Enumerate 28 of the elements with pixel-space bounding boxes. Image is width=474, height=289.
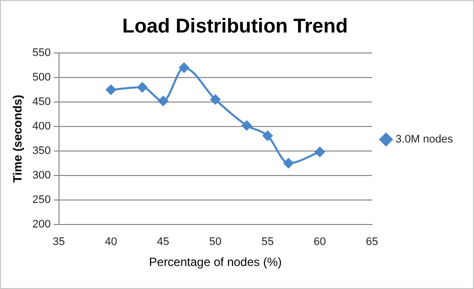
x-tick-label: 60 bbox=[314, 236, 326, 248]
x-tick-label: 50 bbox=[209, 236, 222, 248]
x-tick-label: 35 bbox=[52, 236, 65, 248]
x-tick-label: 55 bbox=[261, 236, 274, 248]
y-tick-label: 400 bbox=[32, 120, 51, 132]
point bbox=[283, 158, 294, 168]
y-axis-title: Time (seconds) bbox=[10, 94, 25, 183]
point bbox=[179, 62, 190, 73]
point bbox=[158, 96, 168, 106]
y-tick-label: 300 bbox=[32, 169, 51, 182]
x-tick-label: 45 bbox=[157, 236, 170, 248]
point bbox=[262, 130, 273, 141]
point bbox=[210, 94, 220, 105]
chart-title: Load Distribution Trend bbox=[122, 16, 348, 38]
legend-label: 3.0M nodes bbox=[396, 134, 454, 146]
x-tick-label: 40 bbox=[104, 236, 118, 248]
point bbox=[314, 146, 325, 157]
y-tick-label: 350 bbox=[32, 144, 51, 157]
point bbox=[242, 120, 252, 130]
y-tick-label: 450 bbox=[32, 96, 51, 108]
y-tick-label: 250 bbox=[32, 194, 51, 206]
x-axis-title: Percentage of nodes (%) bbox=[149, 255, 282, 270]
y-tick-label: 550 bbox=[32, 47, 51, 60]
point bbox=[106, 84, 116, 95]
y-tick-label: 200 bbox=[32, 218, 51, 230]
point bbox=[137, 82, 148, 92]
y-tick-label: 500 bbox=[32, 72, 51, 84]
x-tick-label: 65 bbox=[366, 236, 378, 248]
